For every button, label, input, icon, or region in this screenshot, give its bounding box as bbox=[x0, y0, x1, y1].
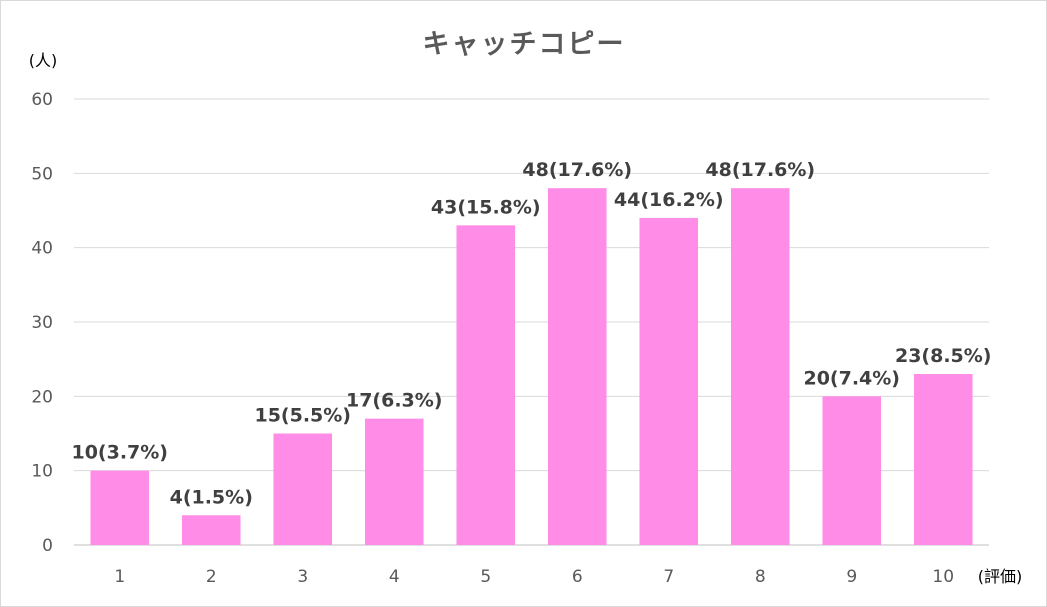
x-tick-label: 3 bbox=[297, 567, 308, 587]
y-axis-ticks: 0 10 20 30 40 50 60 bbox=[31, 90, 53, 556]
bar bbox=[364, 418, 424, 545]
x-tick-label: 8 bbox=[755, 567, 766, 587]
y-tick-label: 0 bbox=[42, 536, 53, 556]
gridlines bbox=[74, 98, 989, 546]
x-tick-label: 1 bbox=[114, 567, 125, 587]
x-tick-label: 10 bbox=[932, 567, 954, 587]
data-label: 43(15.8%) bbox=[431, 196, 541, 218]
x-tick-label: 9 bbox=[846, 567, 857, 587]
x-tick-label: 7 bbox=[663, 567, 674, 587]
bar bbox=[90, 470, 150, 545]
data-label: 44(16.2%) bbox=[614, 189, 724, 211]
x-axis-unit-label: (評価) bbox=[978, 567, 1023, 586]
y-tick-label: 20 bbox=[31, 387, 53, 407]
data-label: 20(7.4%) bbox=[803, 367, 900, 389]
bar bbox=[730, 188, 790, 545]
x-tick-label: 6 bbox=[572, 567, 583, 587]
x-tick-label: 5 bbox=[480, 567, 491, 587]
y-tick-label: 30 bbox=[31, 313, 53, 333]
x-tick-label: 4 bbox=[389, 567, 400, 587]
bar bbox=[181, 515, 241, 545]
bar bbox=[639, 217, 699, 545]
bars bbox=[90, 188, 973, 545]
x-axis-ticks: 1 2 3 4 5 6 7 8 9 10 bbox=[114, 567, 954, 587]
data-label: 48(17.6%) bbox=[522, 159, 632, 181]
chart-title: キャッチコピー bbox=[423, 29, 626, 60]
data-label: 23(8.5%) bbox=[895, 345, 992, 367]
bar bbox=[273, 433, 333, 545]
y-tick-label: 10 bbox=[31, 462, 53, 482]
y-tick-label: 50 bbox=[31, 164, 53, 184]
y-tick-label: 60 bbox=[31, 90, 53, 110]
x-tick-label: 2 bbox=[206, 567, 217, 587]
bar bbox=[822, 396, 882, 545]
bar bbox=[547, 188, 607, 545]
y-axis-unit-label: (人) bbox=[29, 51, 58, 70]
data-label: 10(3.7%) bbox=[71, 442, 168, 464]
data-label: 48(17.6%) bbox=[705, 159, 815, 181]
data-label: 15(5.5%) bbox=[254, 405, 351, 427]
data-label: 4(1.5%) bbox=[170, 486, 253, 508]
data-labels: 10(3.7%)4(1.5%) 15(5.5%)17(6.3%) 43(15.8%)… bbox=[71, 159, 991, 508]
data-label: 17(6.3%) bbox=[346, 390, 443, 412]
bar bbox=[913, 374, 973, 545]
y-tick-label: 40 bbox=[31, 239, 53, 259]
bar bbox=[456, 225, 516, 545]
